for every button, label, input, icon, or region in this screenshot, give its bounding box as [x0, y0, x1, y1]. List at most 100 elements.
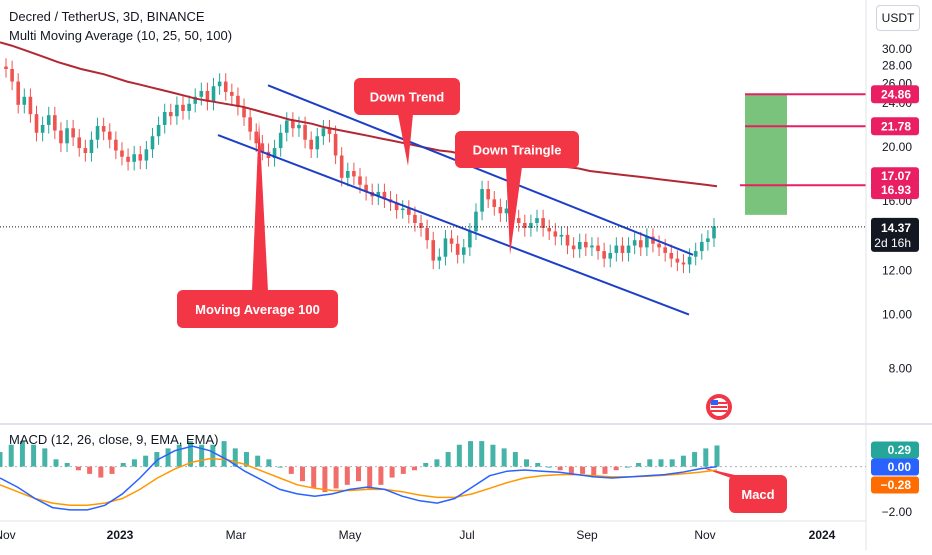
- macd-histogram-bar[interactable]: [647, 459, 652, 466]
- candle[interactable]: [608, 253, 612, 259]
- macd-tag[interactable]: −0.28: [871, 477, 919, 494]
- candle[interactable]: [462, 247, 466, 254]
- candle[interactable]: [492, 199, 496, 207]
- macd-histogram-bar[interactable]: [468, 441, 473, 467]
- candle[interactable]: [572, 246, 576, 250]
- candle[interactable]: [560, 235, 564, 237]
- candle[interactable]: [224, 82, 228, 92]
- macd-histogram-bar[interactable]: [0, 452, 3, 467]
- candle[interactable]: [340, 155, 344, 177]
- candle[interactable]: [712, 226, 716, 238]
- macd-histogram-bar[interactable]: [65, 463, 70, 467]
- candle[interactable]: [157, 125, 161, 136]
- macd-histogram-bar[interactable]: [367, 467, 372, 489]
- candle[interactable]: [212, 86, 216, 102]
- macd-histogram-bar[interactable]: [98, 467, 103, 478]
- macd-histogram-bar[interactable]: [278, 467, 283, 468]
- macd-histogram-bar[interactable]: [457, 445, 462, 467]
- candle[interactable]: [474, 212, 478, 232]
- price-tag[interactable]: 21.78: [871, 117, 919, 135]
- target-zone[interactable]: [745, 94, 787, 215]
- macd-histogram-bar[interactable]: [625, 467, 630, 468]
- candle[interactable]: [657, 244, 661, 248]
- candle[interactable]: [254, 132, 258, 144]
- candle[interactable]: [529, 223, 533, 228]
- candle[interactable]: [523, 223, 527, 228]
- macd-histogram-bar[interactable]: [479, 441, 484, 467]
- macd-tag[interactable]: 0.29: [871, 442, 919, 459]
- macd-histogram-bar[interactable]: [31, 445, 36, 467]
- candle[interactable]: [297, 125, 301, 128]
- candle[interactable]: [645, 237, 649, 248]
- candle[interactable]: [413, 215, 417, 223]
- candle[interactable]: [187, 104, 191, 111]
- macd-histogram-bar[interactable]: [535, 463, 540, 467]
- candle[interactable]: [200, 91, 204, 97]
- candle[interactable]: [218, 82, 222, 87]
- macd-histogram-bar[interactable]: [681, 456, 686, 467]
- candle[interactable]: [16, 82, 20, 105]
- macd-histogram-bar[interactable]: [446, 452, 451, 467]
- macd-histogram-bar[interactable]: [524, 459, 529, 466]
- candle[interactable]: [151, 136, 155, 149]
- macd-histogram-bar[interactable]: [322, 467, 327, 493]
- candle[interactable]: [163, 112, 167, 125]
- candle[interactable]: [132, 154, 136, 162]
- macd-histogram-bar[interactable]: [513, 452, 518, 467]
- candle[interactable]: [517, 218, 521, 223]
- macd-histogram-bar[interactable]: [614, 467, 619, 471]
- candle[interactable]: [47, 115, 51, 125]
- macd-histogram-bar[interactable]: [703, 448, 708, 466]
- candle[interactable]: [175, 105, 179, 116]
- candle[interactable]: [169, 112, 173, 116]
- macd-histogram-bar[interactable]: [636, 463, 641, 467]
- macd-histogram-bar[interactable]: [311, 467, 316, 489]
- candle[interactable]: [602, 251, 606, 259]
- candle[interactable]: [315, 136, 319, 149]
- macd-histogram-bar[interactable]: [378, 467, 383, 485]
- candle[interactable]: [615, 246, 619, 253]
- candle[interactable]: [578, 242, 582, 249]
- candle[interactable]: [90, 140, 94, 153]
- callout-ma100[interactable]: Moving Average 100: [177, 120, 338, 328]
- candle[interactable]: [431, 240, 435, 260]
- candle[interactable]: [285, 121, 289, 133]
- candle[interactable]: [590, 246, 594, 248]
- candle[interactable]: [627, 246, 631, 253]
- macd-histogram-bar[interactable]: [143, 456, 148, 467]
- flag-icon[interactable]: [706, 394, 732, 420]
- macd-histogram-bar[interactable]: [423, 463, 428, 467]
- macd-histogram-bar[interactable]: [490, 445, 495, 467]
- candle[interactable]: [456, 244, 460, 255]
- indicator-legend[interactable]: Multi Moving Average (10, 25, 50, 100): [9, 28, 232, 43]
- macd-histogram-bar[interactable]: [502, 448, 507, 466]
- candle[interactable]: [71, 128, 75, 137]
- callout-down-trend[interactable]: Down Trend: [354, 78, 460, 166]
- candle[interactable]: [584, 242, 588, 247]
- candle[interactable]: [41, 125, 45, 133]
- macd-histogram-bar[interactable]: [222, 441, 227, 467]
- macd-histogram-bar[interactable]: [9, 445, 14, 467]
- macd-signal-line[interactable]: [0, 459, 717, 506]
- candle[interactable]: [547, 228, 551, 231]
- candle[interactable]: [663, 247, 667, 253]
- macd-histogram-bar[interactable]: [166, 448, 171, 466]
- macd-histogram-bar[interactable]: [715, 445, 720, 466]
- last-price-tag[interactable]: 14.372d 16h: [871, 218, 919, 252]
- macd-histogram-bar[interactable]: [121, 463, 126, 467]
- macd-histogram-bar[interactable]: [87, 467, 92, 474]
- candle[interactable]: [291, 121, 295, 129]
- candle[interactable]: [669, 253, 673, 259]
- macd-histogram-bar[interactable]: [300, 467, 305, 482]
- candle[interactable]: [322, 128, 326, 136]
- candle[interactable]: [700, 242, 704, 251]
- candle[interactable]: [468, 231, 472, 247]
- candle[interactable]: [59, 131, 63, 144]
- candle[interactable]: [10, 69, 14, 82]
- candle[interactable]: [499, 207, 503, 213]
- candle[interactable]: [126, 157, 130, 162]
- candle[interactable]: [401, 209, 405, 211]
- macd-histogram-bar[interactable]: [558, 467, 563, 471]
- price-tag[interactable]: 24.86: [871, 85, 919, 103]
- candle[interactable]: [676, 259, 680, 263]
